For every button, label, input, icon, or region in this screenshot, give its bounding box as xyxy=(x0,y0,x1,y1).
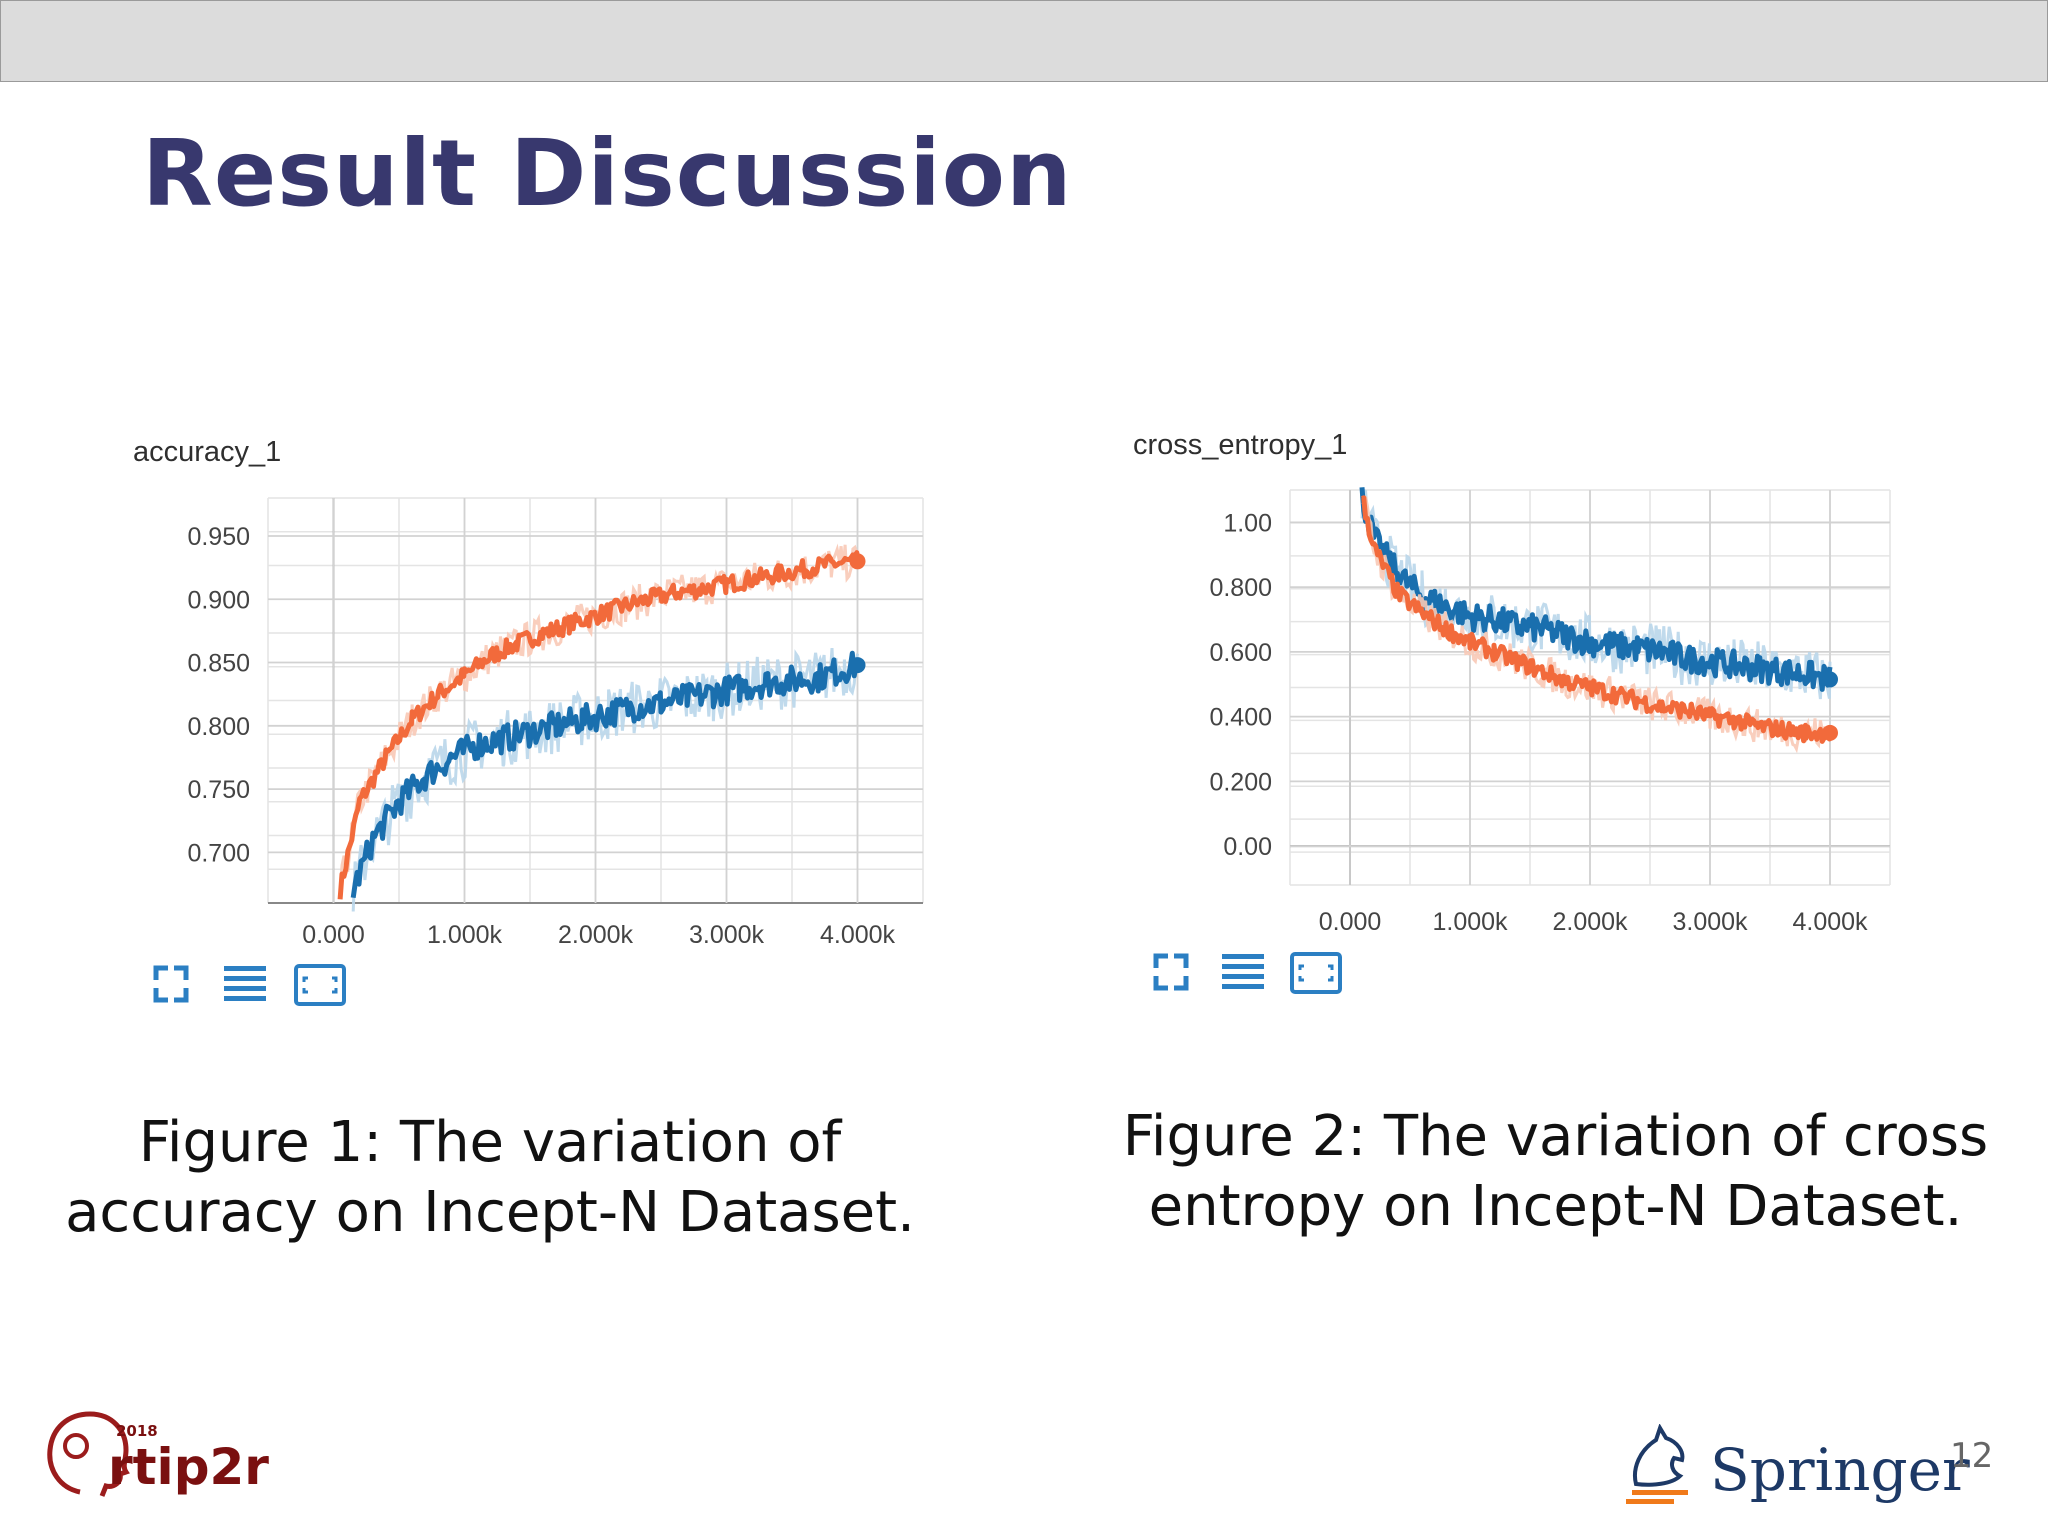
series-end-point xyxy=(1822,724,1838,741)
series-line xyxy=(337,550,860,900)
figure2-caption-line2: entropy on Incept-N Dataset. xyxy=(1148,1174,1963,1239)
series-line xyxy=(1359,487,1833,692)
springer-wordmark: Springer xyxy=(1710,1436,1970,1504)
x-tick-label: 0.000 xyxy=(302,921,365,949)
series-end-point xyxy=(1822,671,1838,688)
fullscreen-icon[interactable] xyxy=(153,965,189,1003)
series-end-point xyxy=(849,657,866,674)
x-tick-label: 2.000k xyxy=(558,921,634,949)
x-tick-label: 1.000k xyxy=(427,921,503,949)
y-tick-label: 0.800 xyxy=(1209,574,1272,602)
x-tick-label: 2.000k xyxy=(1552,908,1628,936)
accuracy-chart: 0.950 0.900 0.850 0.800 0.750 0.700 0.000 1.000… xyxy=(187,497,924,949)
slide-title: Result Discussion xyxy=(142,120,1073,227)
lightbulb-icon xyxy=(63,1433,89,1459)
cross-entropy-chart: 1.00 0.800 0.600 0.400 0.200 0.00 0.000 1.000k 2… xyxy=(1209,487,1891,936)
x-tick-label: 1.000k xyxy=(1432,908,1508,936)
logo-name: rtip2r xyxy=(108,1438,269,1496)
x-tick-label: 4.000k xyxy=(1792,908,1868,936)
y-tick-label: 0.400 xyxy=(1209,704,1272,732)
head-profile-icon xyxy=(47,1411,130,1497)
series-line xyxy=(1360,495,1833,744)
figure1-caption-line2: accuracy on Incept-N Dataset. xyxy=(65,1180,915,1245)
figure1-caption-line1: Figure 1: The variation of xyxy=(138,1110,842,1175)
series-line xyxy=(350,650,860,899)
y-tick-label: 0.800 xyxy=(187,713,250,741)
y-tick-label: 0.600 xyxy=(1209,639,1272,667)
page-number: 12 xyxy=(1950,1436,1994,1476)
springer-horse-logo xyxy=(1622,1423,1702,1514)
rtip2r-logo: 2018 rtip2r xyxy=(40,1408,280,1502)
chart-title-cross-entropy: cross_entropy_1 xyxy=(1133,429,1348,461)
x-tick-label: 0.000 xyxy=(1319,908,1382,936)
chart2-toolbar xyxy=(1150,950,1360,1004)
fullscreen-icon[interactable] xyxy=(1153,953,1189,991)
y-tick-label: 0.900 xyxy=(187,586,250,614)
y-tick-label: 0.750 xyxy=(187,776,250,804)
figure2-caption-line1: Figure 2: The variation of cross xyxy=(1122,1104,1989,1169)
y-tick-label: 0.850 xyxy=(187,650,250,678)
logo-year: 2018 xyxy=(116,1422,158,1440)
x-tick-label: 3.000k xyxy=(1672,908,1748,936)
fit-domain-icon[interactable] xyxy=(1290,952,1342,994)
chart1-toolbar xyxy=(150,962,360,1016)
series-raw-line xyxy=(351,648,859,912)
top-bar xyxy=(0,0,2048,82)
chart-title-accuracy: accuracy_1 xyxy=(133,436,282,468)
figure2-caption: Figure 2: The variation of cross entropy… xyxy=(1098,1102,2013,1242)
list-icon[interactable] xyxy=(224,966,266,1001)
horse-head-icon xyxy=(1633,1423,1685,1487)
x-tick-label: 3.000k xyxy=(689,921,765,949)
y-tick-label: 0.950 xyxy=(187,523,250,551)
y-tick-label: 1.00 xyxy=(1223,509,1272,537)
fit-domain-icon[interactable] xyxy=(294,964,346,1006)
series-end-point xyxy=(849,553,866,570)
list-icon[interactable] xyxy=(1222,954,1264,989)
y-tick-label: 0.200 xyxy=(1209,768,1272,796)
figure1-caption: Figure 1: The variation of accuracy on I… xyxy=(40,1108,940,1248)
x-tick-label: 4.000k xyxy=(820,921,896,949)
y-tick-label: 0.00 xyxy=(1223,833,1272,861)
y-tick-label: 0.700 xyxy=(187,839,250,867)
